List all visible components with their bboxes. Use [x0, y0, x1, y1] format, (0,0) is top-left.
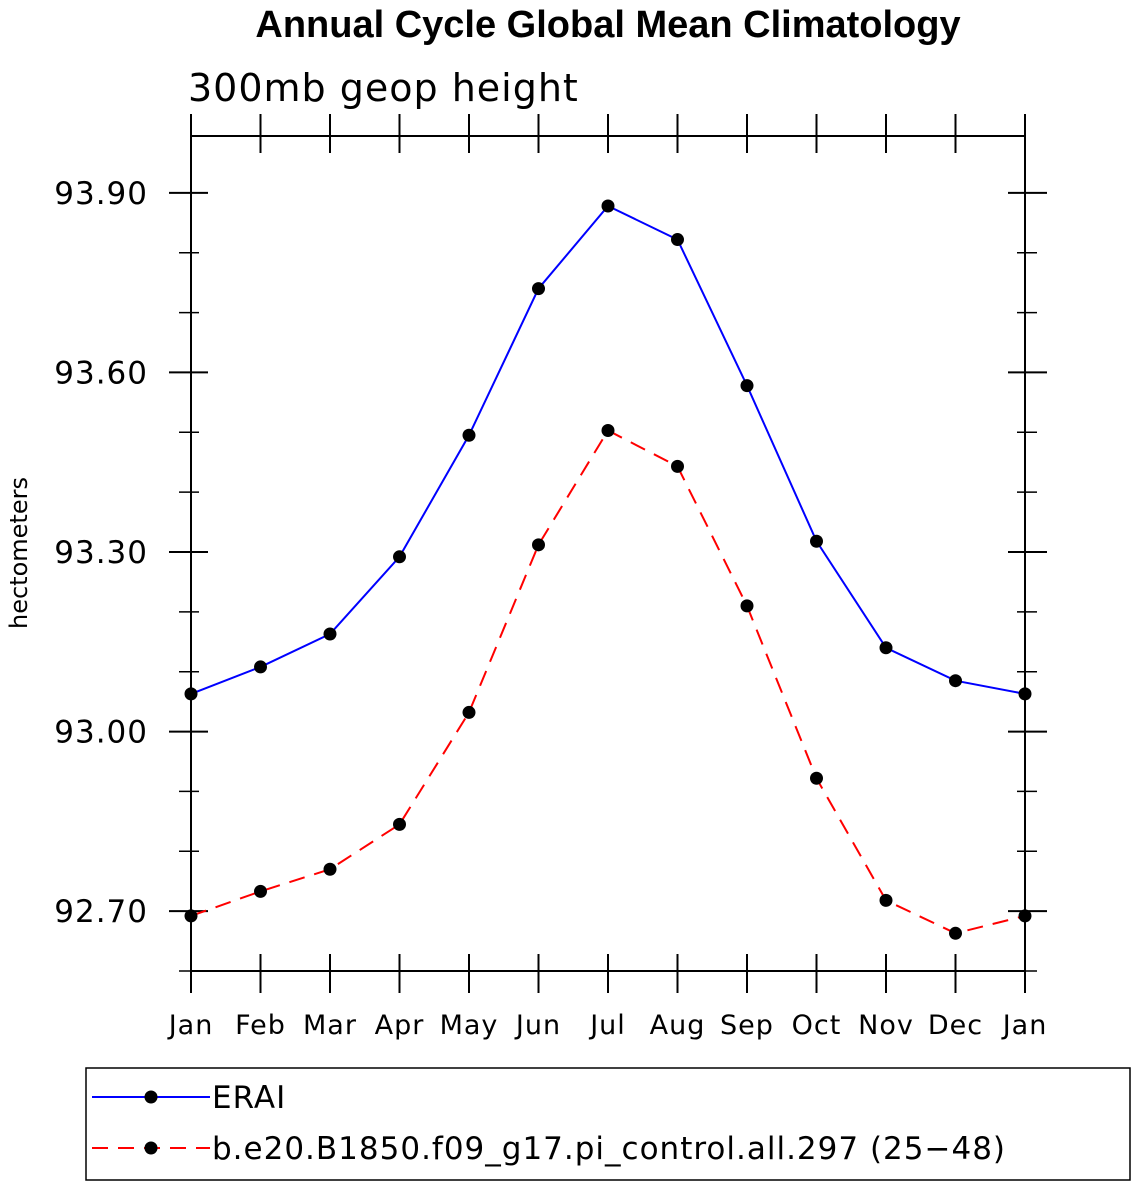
x-tick-label: Jul: [588, 1010, 626, 1041]
data-point-erai: [810, 534, 823, 548]
x-tick-label: Sep: [720, 1010, 774, 1041]
data-point-model: [462, 705, 476, 719]
x-tick-label: Jun: [514, 1010, 561, 1041]
x-tick-label: Mar: [303, 1010, 357, 1041]
chart-title: Annual Cycle Global Mean Climatology: [255, 4, 960, 46]
data-point-model: [740, 599, 754, 613]
x-tick-label: Jan: [1001, 1010, 1048, 1041]
x-tick-label: Dec: [928, 1010, 983, 1041]
chart-subtitle: 300mb geop height: [188, 66, 579, 110]
data-point-model: [1018, 909, 1032, 923]
data-point-erai: [532, 282, 545, 296]
legend-marker-erai: [144, 1090, 158, 1104]
x-tick-label: Nov: [858, 1010, 914, 1041]
series-line-erai: [190, 204, 1026, 695]
plot-area: [184, 199, 1032, 940]
data-point-model: [532, 538, 545, 552]
x-tick-label: Feb: [235, 1010, 286, 1041]
legend-item-model: b.e20.B1850.f09_g17.pi_control.all.297 (…: [92, 1131, 1006, 1167]
data-point-erai: [462, 428, 476, 442]
plot-frame: [190, 135, 1026, 972]
y-tick-label: 93.90: [54, 176, 148, 212]
x-tick-label: Aug: [650, 1010, 706, 1041]
data-point-erai: [254, 660, 267, 674]
data-point-erai: [323, 627, 337, 641]
data-point-model: [601, 423, 615, 437]
data-point-erai: [740, 379, 754, 393]
data-point-model: [254, 884, 267, 898]
data-point-model: [393, 817, 406, 831]
data-point-model: [671, 459, 684, 473]
data-point-erai: [879, 641, 893, 655]
data-point-erai: [184, 687, 198, 701]
data-point-model: [810, 771, 823, 785]
x-tick-label: Jan: [167, 1010, 214, 1041]
legend-marker-model: [144, 1141, 158, 1155]
y-tick-label: 93.60: [54, 355, 148, 391]
y-axis-label: hectometers: [5, 477, 33, 629]
y-tick-label: 93.00: [54, 715, 148, 751]
data-point-erai: [393, 550, 406, 564]
y-tick-label: 92.70: [54, 894, 148, 930]
x-tick-label: May: [440, 1010, 499, 1041]
data-point-model: [323, 862, 337, 876]
data-point-model: [879, 893, 893, 907]
data-point-model: [184, 909, 198, 923]
data-point-erai: [949, 674, 962, 688]
data-point-erai: [671, 233, 684, 247]
axes: Jan Feb Mar Apr May Jun Jul Aug Sep Oct Nov Dec Jan 9…: [54, 114, 1047, 1041]
data-point-model: [949, 926, 962, 940]
data-point-erai: [601, 199, 615, 213]
legend-label-model: b.e20.B1850.f09_g17.pi_control.all.297 (…: [212, 1131, 1006, 1167]
legend-label-erai: ERAI: [212, 1080, 286, 1116]
legend-item-erai: ERAI: [92, 1080, 286, 1116]
data-point-erai: [1018, 687, 1032, 701]
x-tick-label: Apr: [375, 1010, 425, 1041]
y-tick-label: 93.30: [54, 535, 148, 571]
series-line-model: [190, 429, 1026, 935]
x-tick-label: Oct: [792, 1010, 842, 1041]
legend-box: [85, 1067, 1131, 1181]
